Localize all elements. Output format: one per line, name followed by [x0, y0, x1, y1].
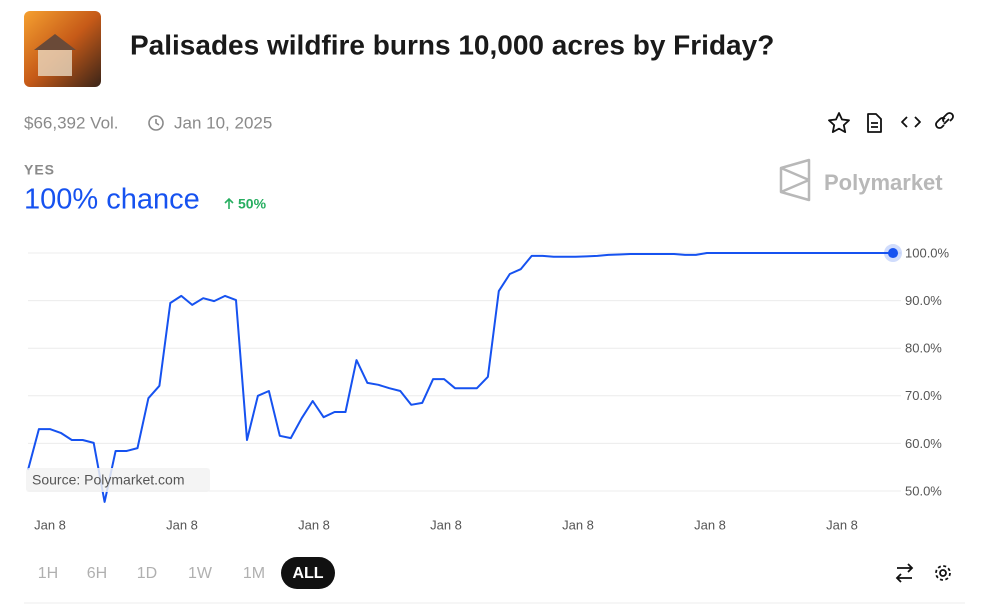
chart: 50.0% 60.0% 70.0% 80.0% 90.0% 100.0% Jan 8 Jan …: [27, 244, 950, 532]
outcome-label: YES: [24, 162, 55, 178]
title: Palisades wildfire burns 10,000 acres by…: [130, 29, 774, 60]
chance: 100% chance: [24, 184, 200, 216]
range-active-bg[interactable]: [281, 557, 335, 589]
x-tick-label: Jan 8: [826, 517, 858, 532]
range-button[interactable]: 1W: [188, 565, 213, 582]
x-tick-label: Jan 8: [562, 517, 594, 532]
x-tick-label: Jan 8: [694, 517, 726, 532]
y-tick-label: 70.0%: [905, 388, 942, 403]
range-button[interactable]: 1M: [243, 565, 265, 582]
y-tick-label: 100.0%: [905, 245, 950, 260]
source-bg: [26, 468, 210, 492]
x-tick-label: Jan 8: [166, 517, 198, 532]
swap-button[interactable]: [895, 563, 914, 583]
y-tick-label: 50.0%: [905, 483, 942, 498]
volume: $66,392 Vol.: [24, 113, 119, 132]
range-button[interactable]: 1H: [38, 565, 58, 582]
price-line: [27, 252, 893, 503]
range-button[interactable]: ALL: [292, 565, 323, 582]
range-button[interactable]: 6H: [87, 565, 107, 582]
range-button[interactable]: 1D: [137, 565, 157, 582]
source: Source: Polymarket.com: [32, 472, 185, 488]
up-arrow: [224, 197, 234, 209]
y-tick-label: 60.0%: [905, 436, 942, 451]
x-tick-label: Jan 8: [34, 517, 66, 532]
y-tick-label: 80.0%: [905, 341, 942, 356]
star-button[interactable]: [828, 112, 850, 133]
brand: Polymarket: [824, 170, 943, 195]
x-tick-label: Jan 8: [430, 517, 462, 532]
embed-button[interactable]: [901, 116, 921, 128]
document-button[interactable]: [867, 113, 882, 133]
y-tick-label: 90.0%: [905, 293, 942, 308]
settings-button[interactable]: [935, 565, 951, 581]
thumbnail: [24, 11, 101, 87]
x-tick-label: Jan 8: [298, 517, 330, 532]
brand-logo: [779, 158, 811, 202]
range-buttons: 1H 6H 1D 1W 1M ALL: [38, 557, 335, 589]
end-date: Jan 10, 2025: [174, 113, 272, 132]
change: 50%: [238, 196, 267, 212]
link-button[interactable]: [935, 112, 954, 129]
current-point: [888, 248, 898, 259]
clock-icon: [148, 115, 164, 131]
